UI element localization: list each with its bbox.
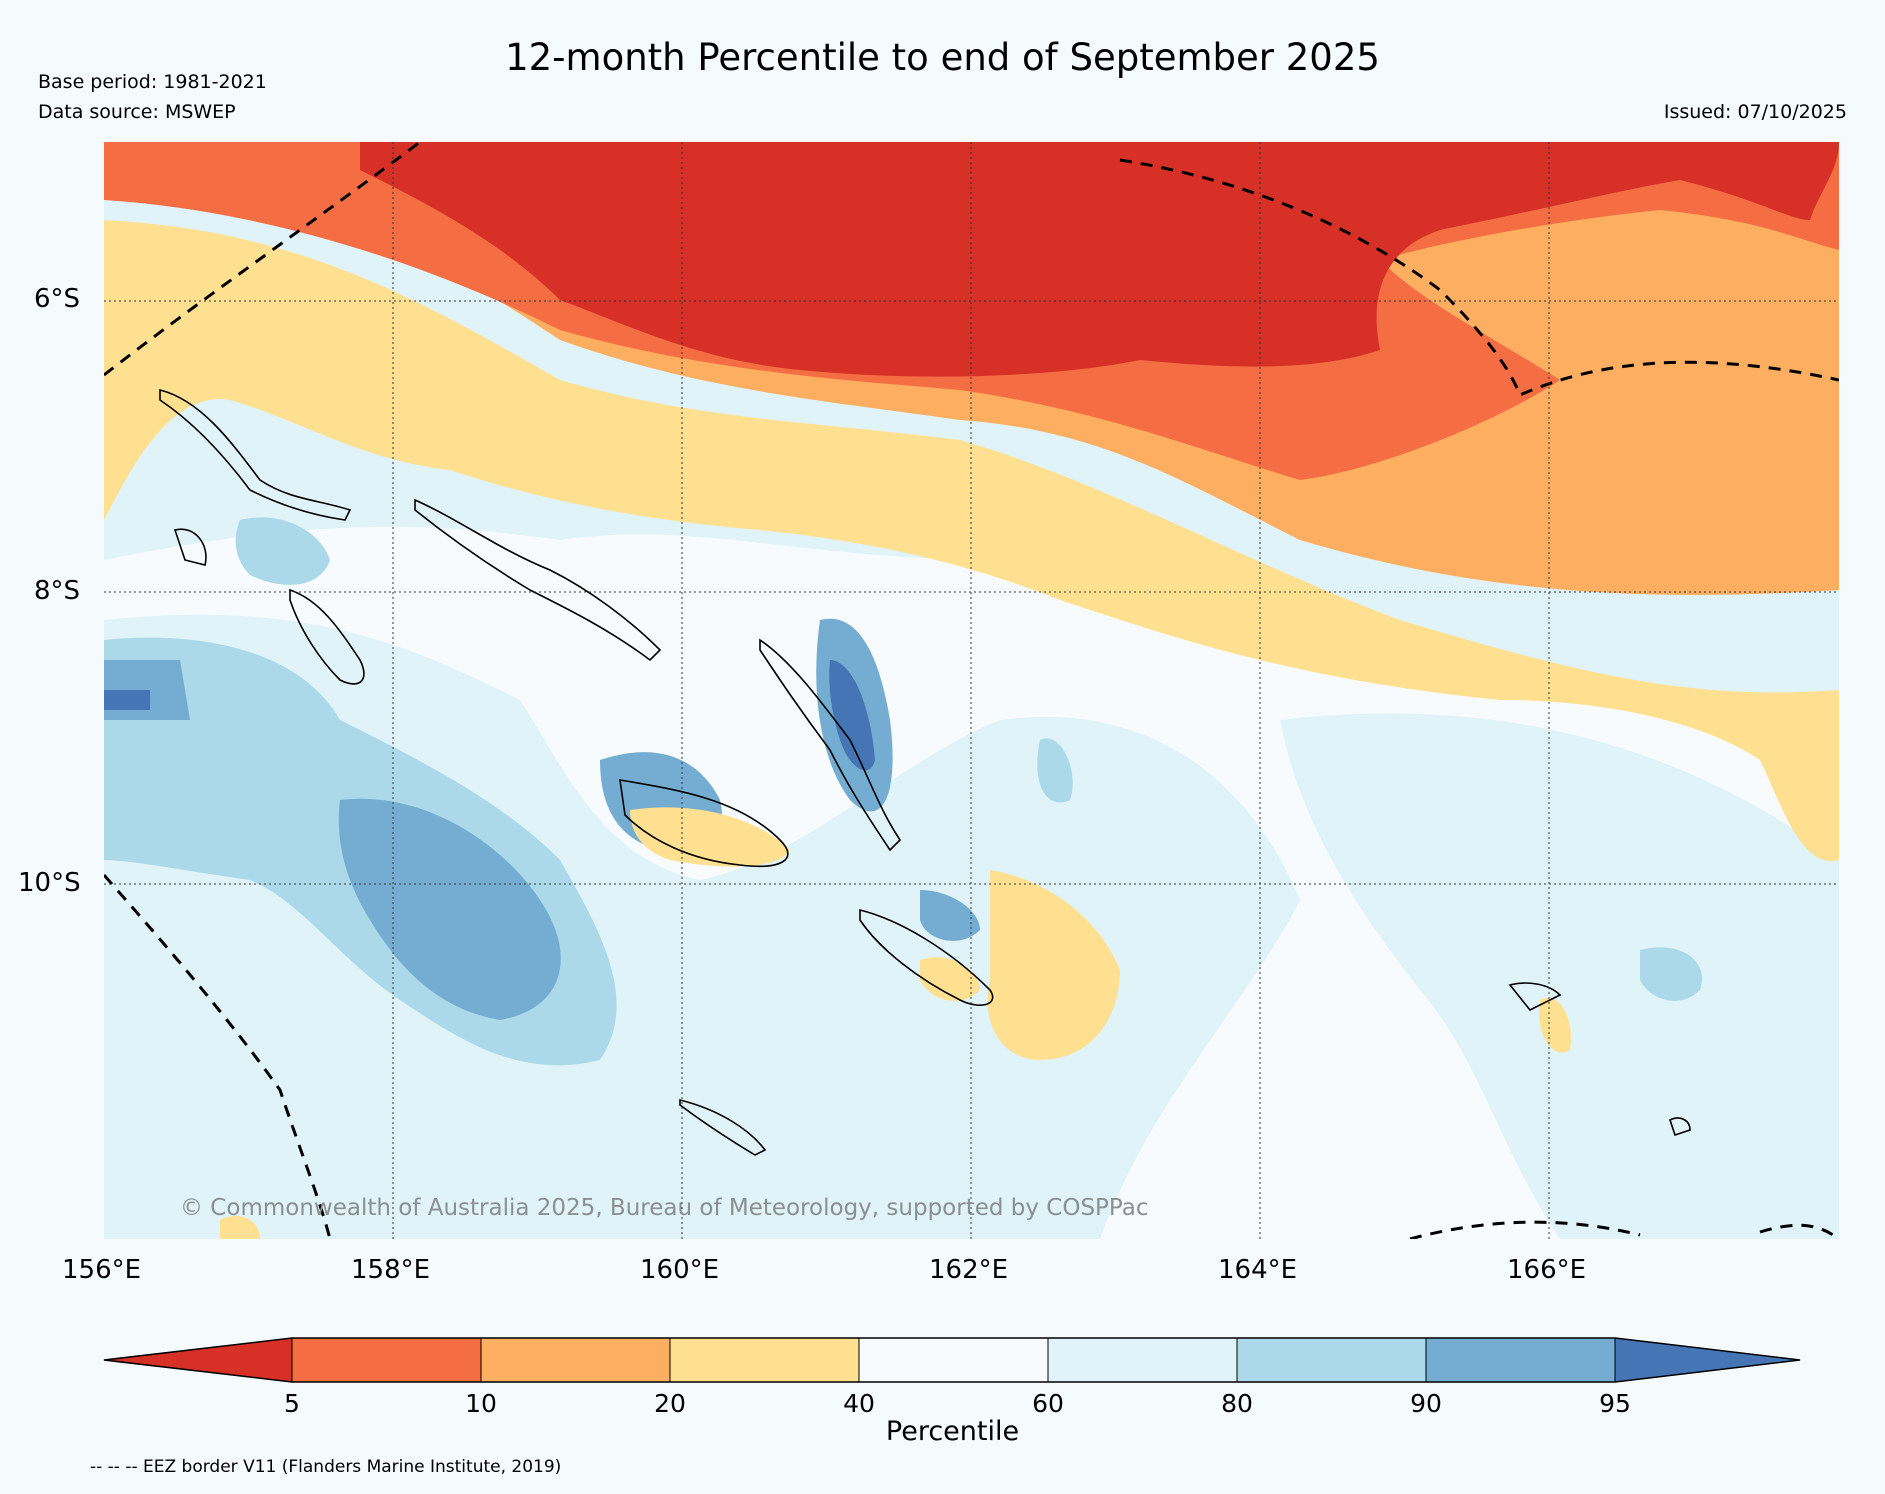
lon-label-162e: 162°E	[929, 1255, 1009, 1285]
graticule	[104, 142, 1839, 1239]
eez-border-ne	[1119, 158, 1839, 397]
data-source: Data source: MSWEP	[38, 101, 236, 123]
field-20-40-guadalcanal	[630, 807, 790, 867]
makira-coast	[859, 908, 994, 1006]
colorbar-tick-95: 95	[1599, 1389, 1631, 1418]
eez-border-se	[1409, 1220, 1839, 1239]
colorbar-segment-40-60	[859, 1338, 1048, 1382]
bougainville-coast	[159, 388, 352, 521]
field-below-5	[360, 142, 1839, 377]
colorbar-segment-below-5	[104, 1338, 292, 1382]
percentile-field	[104, 142, 1839, 1239]
new-georgia-coast	[289, 588, 365, 685]
shortland-coast	[173, 528, 207, 566]
eez-border-nw	[104, 142, 421, 377]
rennell-coast	[679, 1098, 767, 1156]
base-period: Base period: 1981-2021	[38, 71, 267, 93]
field-80-90-c	[235, 517, 330, 585]
colorbar	[103, 1337, 1801, 1383]
colorbar-tick-90: 90	[1410, 1389, 1442, 1418]
colorbar-tick-20: 20	[654, 1389, 686, 1418]
lon-label-164e: 164°E	[1218, 1255, 1298, 1285]
colorbar-tick-80: 80	[1221, 1389, 1253, 1418]
field-80-90-f	[1037, 738, 1073, 803]
guadalcanal-coast	[619, 779, 789, 868]
lon-label-158e: 158°E	[351, 1255, 431, 1285]
field-80-90-e	[1640, 947, 1702, 1001]
colorbar-segment-above-95	[1615, 1338, 1800, 1382]
issued-date: Issued: 07/10/2025	[1663, 101, 1847, 123]
eez-legend-note: -- -- -- EEZ border V11 (Flanders Marine…	[90, 1457, 562, 1477]
field-60-80-east	[1280, 713, 1839, 1239]
colorbar-tick-5: 5	[284, 1389, 300, 1418]
eez-border-sw	[104, 874, 332, 1239]
lon-label-160e: 160°E	[640, 1255, 720, 1285]
field-20-40-sw	[220, 1216, 260, 1239]
colorbar-tick-40: 40	[843, 1389, 875, 1418]
coastlines	[159, 388, 1691, 1156]
lat-label-6s: 6°S	[34, 284, 81, 314]
colorbar-title: Percentile	[885, 1416, 1020, 1447]
colorbar-segment-20-40	[670, 1338, 859, 1382]
lon-label-166e: 166°E	[1507, 1255, 1587, 1285]
copyright-notice: © Commonwealth of Australia 2025, Bureau…	[180, 1195, 1149, 1221]
malaita-coast	[759, 638, 902, 852]
field-20-40-south	[987, 870, 1120, 1060]
field-20-40-ne	[1800, 696, 1839, 760]
field-40-60	[104, 526, 1839, 1239]
eez-borders	[104, 142, 1839, 1239]
page-title: 12-month Percentile to end of September …	[505, 36, 1380, 79]
field-20-40	[104, 220, 1839, 861]
colorbar-segment-5-10	[292, 1338, 481, 1382]
field-95-b	[829, 660, 875, 771]
vanikoro-coast	[1669, 1117, 1691, 1137]
ndeni-coast	[1508, 982, 1562, 1012]
colorbar-tick-60: 60	[1032, 1389, 1064, 1418]
lat-label-8s: 8°S	[34, 576, 81, 606]
colorbar-segment-60-80	[1048, 1338, 1237, 1382]
lon-label-156e: 156°E	[62, 1255, 142, 1285]
field-95-d	[104, 690, 150, 710]
field-20-40-e	[1539, 998, 1571, 1053]
lat-label-10s: 10°S	[18, 868, 81, 898]
colorbar-tick-10: 10	[465, 1389, 497, 1418]
colorbar-segment-90-95	[1426, 1338, 1615, 1382]
colorbar-segment-80-90	[1237, 1338, 1426, 1382]
field-90-95-g	[920, 890, 980, 941]
santa-isabel-coast	[414, 498, 662, 662]
colorbar-segment-10-20	[481, 1338, 670, 1382]
field-90-95-west	[338, 798, 561, 1020]
